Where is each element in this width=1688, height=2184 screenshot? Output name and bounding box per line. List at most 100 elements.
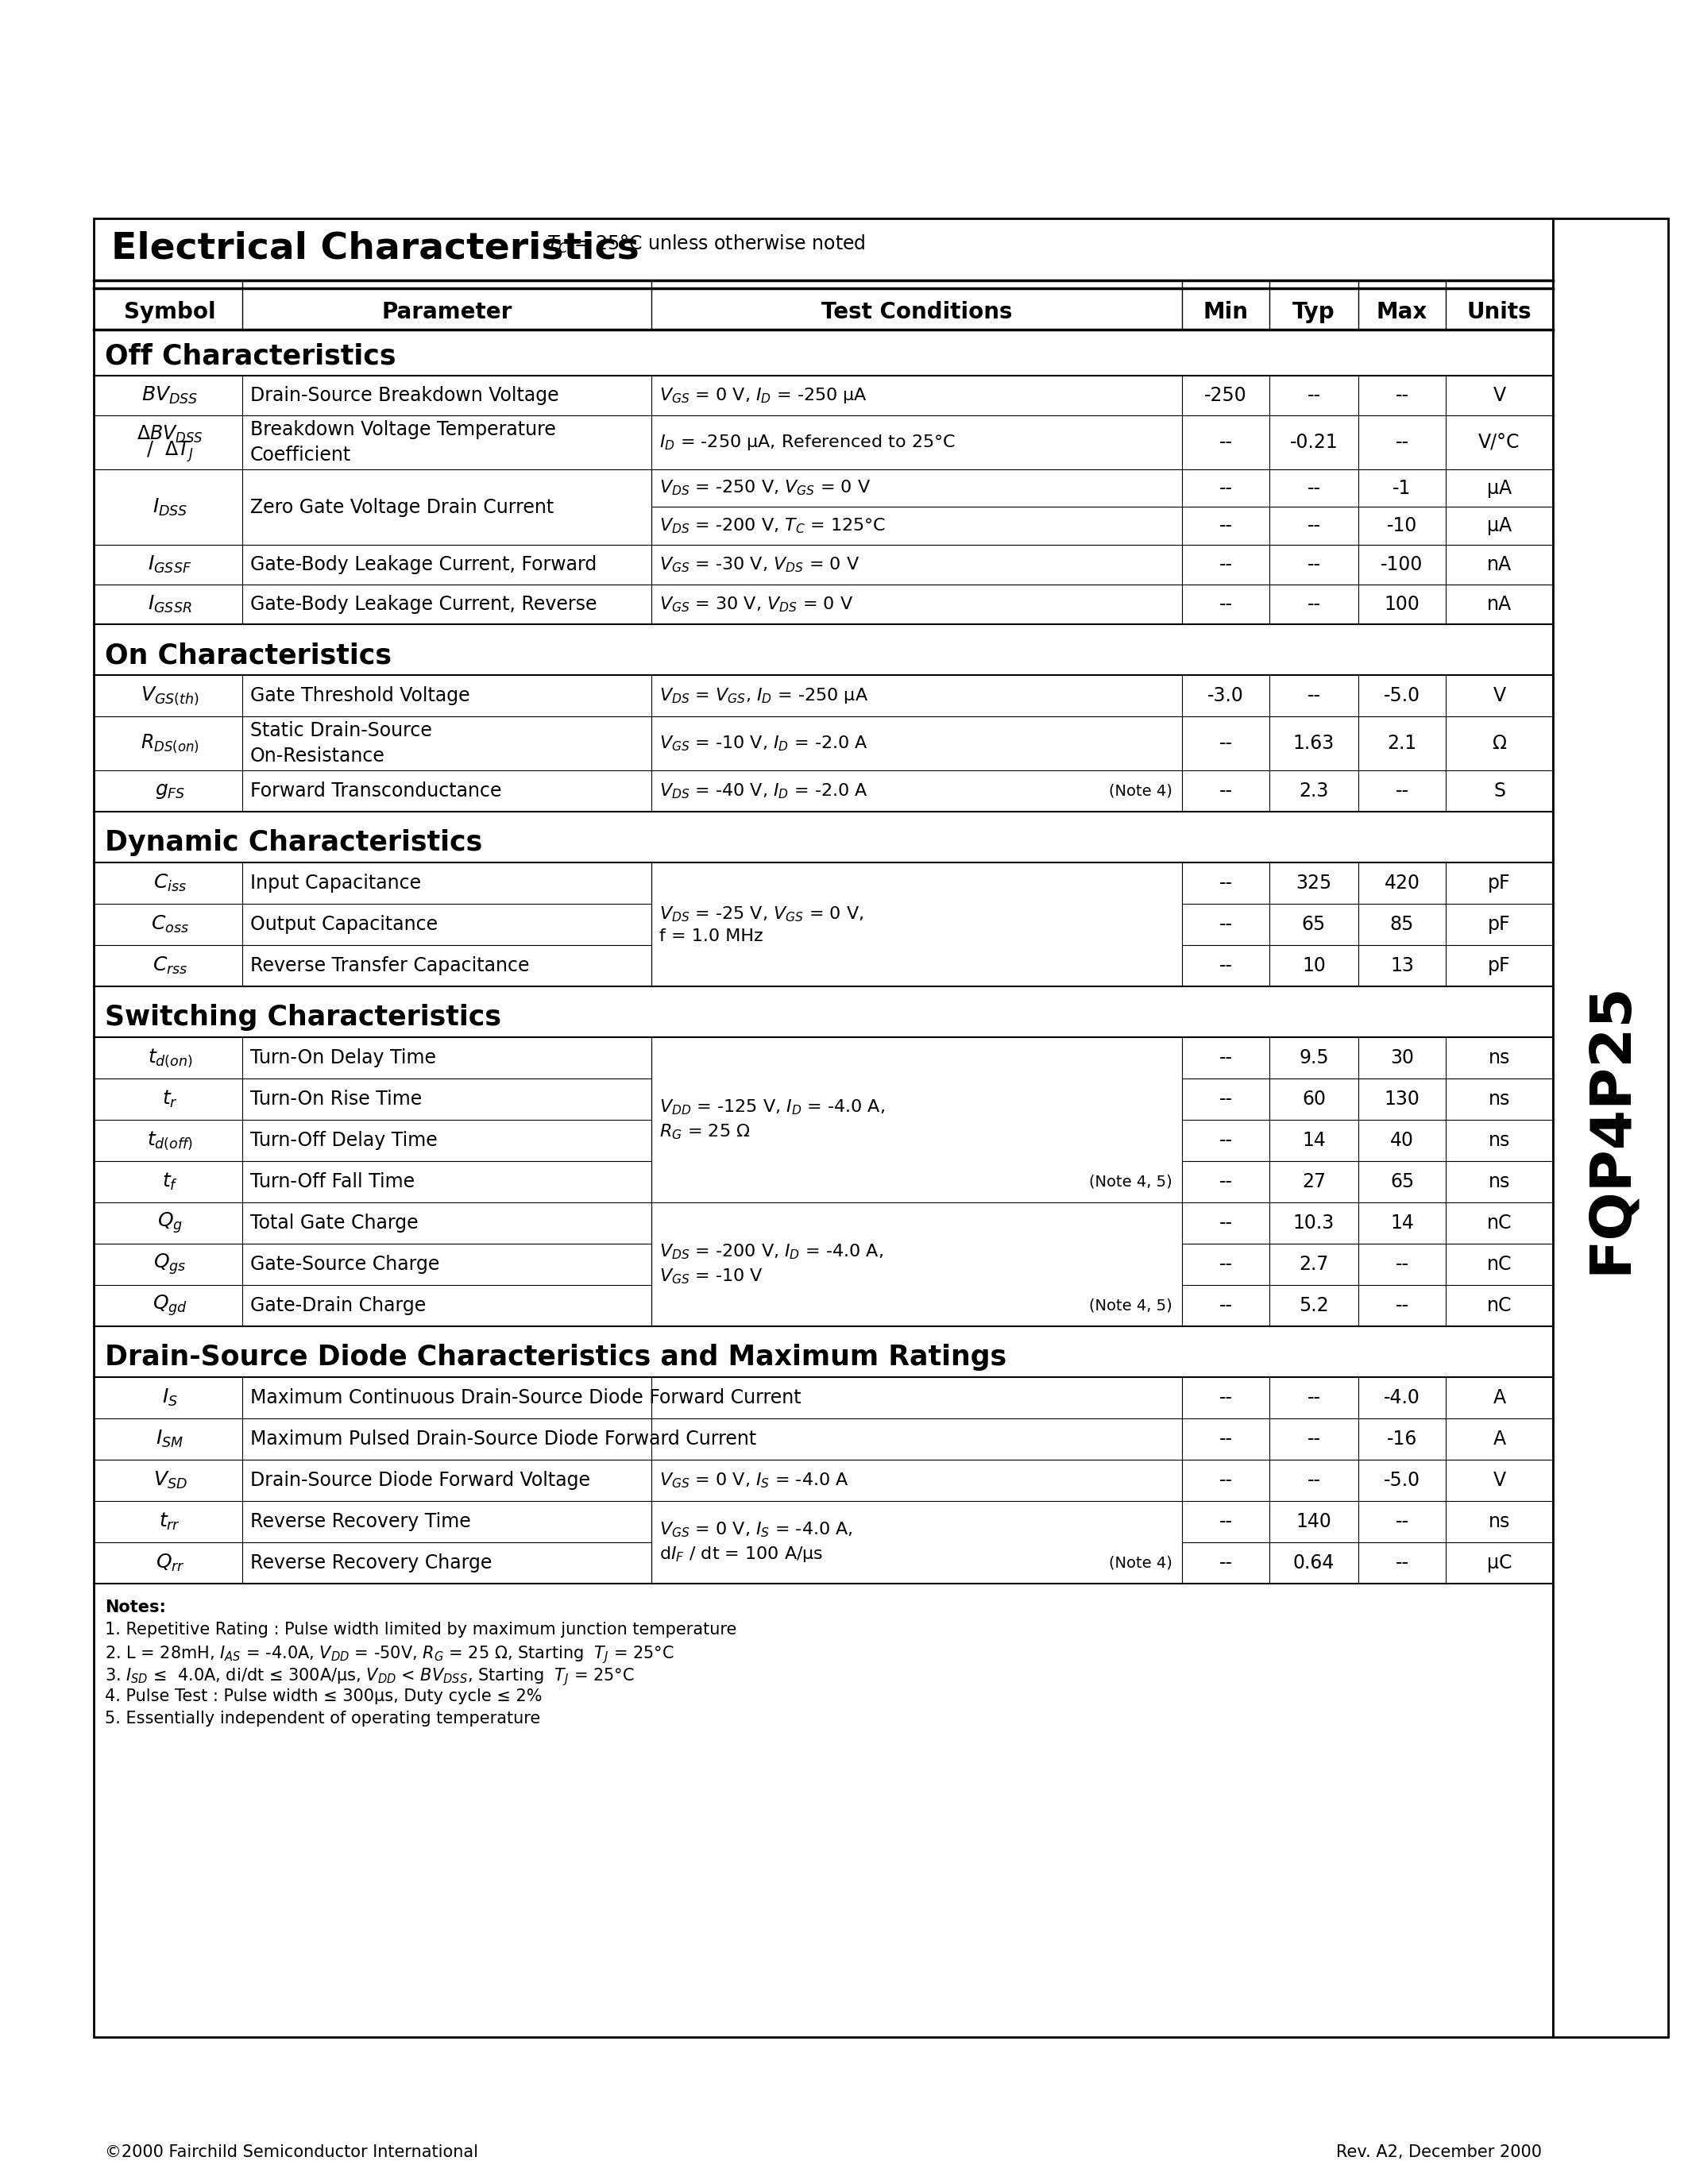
Text: $I_D$ = -250 μA, Referenced to 25°C: $I_D$ = -250 μA, Referenced to 25°C [660,432,955,452]
Text: Input Capacitance: Input Capacitance [250,874,420,893]
Text: -0.21: -0.21 [1290,432,1339,452]
Text: nA: nA [1487,555,1512,574]
Text: $V_{GS}$ = 0 V, $I_D$ = -250 μA: $V_{GS}$ = 0 V, $I_D$ = -250 μA [660,387,868,404]
Text: $\mathit{I_{GSSF}}$: $\mathit{I_{GSSF}}$ [149,555,192,574]
Text: -10: -10 [1388,515,1418,535]
Text: $\mathit{Q_{gs}}$: $\mathit{Q_{gs}}$ [154,1251,186,1275]
Text: 1.63: 1.63 [1293,734,1335,753]
Text: $\mathit{I_{DSS}}$: $\mathit{I_{DSS}}$ [152,496,187,518]
Text: -4.0: -4.0 [1384,1389,1420,1406]
Text: Parameter: Parameter [381,301,511,323]
Text: Symbol: Symbol [125,301,216,323]
Text: pF: pF [1489,915,1511,935]
Text: --: -- [1219,515,1232,535]
Text: Gate-Body Leakage Current, Forward: Gate-Body Leakage Current, Forward [250,555,598,574]
Text: 325: 325 [1296,874,1332,893]
Text: $V_{GS}$ = 0 V, $I_S$ = -4.0 A,
d$I_F$ / dt = 100 A/μs: $V_{GS}$ = 0 V, $I_S$ = -4.0 A, d$I_F$ /… [660,1520,852,1564]
Text: 2.7: 2.7 [1300,1256,1328,1273]
Text: $\mathit{t_{rr}}$: $\mathit{t_{rr}}$ [159,1511,181,1531]
Text: V: V [1492,686,1506,705]
Text: --: -- [1219,734,1232,753]
Text: Breakdown Voltage Temperature
Coefficient: Breakdown Voltage Temperature Coefficien… [250,419,555,465]
Text: μA: μA [1487,515,1512,535]
Text: --: -- [1396,1553,1409,1572]
Text: 2.1: 2.1 [1388,734,1416,753]
Text: Total Gate Charge: Total Gate Charge [250,1214,419,1232]
Text: FQP4P25: FQP4P25 [1583,983,1637,1273]
Text: Drain-Source Breakdown Voltage: Drain-Source Breakdown Voltage [250,387,559,404]
Text: (Note 4, 5): (Note 4, 5) [1089,1175,1173,1190]
Text: 65: 65 [1301,915,1325,935]
Text: Turn-On Delay Time: Turn-On Delay Time [250,1048,436,1068]
Text: V/°C: V/°C [1479,432,1521,452]
Text: nC: nC [1487,1214,1512,1232]
Text: Reverse Recovery Charge: Reverse Recovery Charge [250,1553,491,1572]
Text: 4. Pulse Test : Pulse width ≤ 300μs, Duty cycle ≤ 2%: 4. Pulse Test : Pulse width ≤ 300μs, Dut… [105,1688,542,1704]
Text: Maximum Continuous Drain-Source Diode Forward Current: Maximum Continuous Drain-Source Diode Fo… [250,1389,802,1406]
Text: --: -- [1396,1511,1409,1531]
Text: --: -- [1219,1214,1232,1232]
Text: $V_{DS}$ = -25 V, $V_{GS}$ = 0 V,
f = 1.0 MHz: $V_{DS}$ = -25 V, $V_{GS}$ = 0 V, f = 1.… [660,904,864,943]
Text: ©2000 Fairchild Semiconductor International: ©2000 Fairchild Semiconductor Internatio… [105,2145,478,2160]
Text: -3.0: -3.0 [1207,686,1244,705]
Text: Turn-On Rise Time: Turn-On Rise Time [250,1090,422,1109]
Text: Gate-Source Charge: Gate-Source Charge [250,1256,439,1273]
Text: pF: pF [1489,874,1511,893]
Text: --: -- [1396,432,1409,452]
Text: -16: -16 [1388,1431,1418,1448]
Text: --: -- [1219,1256,1232,1273]
Text: --: -- [1307,387,1320,404]
Text: On Characteristics: On Characteristics [105,642,392,668]
Text: 0.64: 0.64 [1293,1553,1335,1572]
Text: Drain-Source Diode Characteristics and Maximum Ratings: Drain-Source Diode Characteristics and M… [105,1343,1006,1372]
Text: $\mathit{Q_g}$: $\mathit{Q_g}$ [157,1210,182,1236]
Text: A: A [1492,1389,1506,1406]
Text: $V_{DS}$ = -200 V, $I_D$ = -4.0 A,
$V_{GS}$ = -10 V: $V_{DS}$ = -200 V, $I_D$ = -4.0 A, $V_{G… [660,1243,883,1286]
Text: 30: 30 [1391,1048,1415,1068]
Text: $\mathit{V_{SD}}$: $\mathit{V_{SD}}$ [154,1470,187,1492]
Text: 5. Essentially independent of operating temperature: 5. Essentially independent of operating … [105,1710,540,1728]
Text: $\mathit{R_{DS(on)}}$: $\mathit{R_{DS(on)}}$ [140,732,199,753]
Text: --: -- [1219,1090,1232,1109]
Text: 40: 40 [1391,1131,1415,1151]
Text: Units: Units [1467,301,1531,323]
Text: Typ: Typ [1293,301,1335,323]
Text: Switching Characteristics: Switching Characteristics [105,1005,501,1031]
Text: --: -- [1307,1389,1320,1406]
Text: $\mathit{C_{oss}}$: $\mathit{C_{oss}}$ [150,915,189,935]
Text: --: -- [1219,1470,1232,1489]
Text: 60: 60 [1301,1090,1325,1109]
Text: $V_{GS}$ = -30 V, $V_{DS}$ = 0 V: $V_{GS}$ = -30 V, $V_{DS}$ = 0 V [660,555,859,574]
Text: 85: 85 [1389,915,1415,935]
Text: Maximum Pulsed Drain-Source Diode Forward Current: Maximum Pulsed Drain-Source Diode Forwar… [250,1431,756,1448]
Text: $/\ \ \Delta T_J$: $/\ \ \Delta T_J$ [147,439,194,463]
Text: --: -- [1219,555,1232,574]
Text: ns: ns [1489,1173,1511,1190]
Text: $\mathit{V_{GS(th)}}$: $\mathit{V_{GS(th)}}$ [140,686,199,708]
Text: nC: nC [1487,1295,1512,1315]
Text: $V_{DS}$ = -200 V, $T_C$ = 125°C: $V_{DS}$ = -200 V, $T_C$ = 125°C [660,515,886,535]
Text: --: -- [1307,478,1320,498]
Text: $V_{DS}$ = $V_{GS}$, $I_D$ = -250 μA: $V_{DS}$ = $V_{GS}$, $I_D$ = -250 μA [660,686,868,705]
Text: S: S [1494,782,1506,802]
Text: Gate-Body Leakage Current, Reverse: Gate-Body Leakage Current, Reverse [250,594,598,614]
Text: Max: Max [1376,301,1428,323]
Text: Off Characteristics: Off Characteristics [105,343,397,369]
Text: --: -- [1396,387,1409,404]
Text: -5.0: -5.0 [1384,686,1420,705]
Text: 65: 65 [1389,1173,1415,1190]
Text: nC: nC [1487,1256,1512,1273]
Text: $V_{GS}$ = 30 V, $V_{DS}$ = 0 V: $V_{GS}$ = 30 V, $V_{DS}$ = 0 V [660,594,852,614]
Text: 420: 420 [1384,874,1420,893]
Text: --: -- [1307,686,1320,705]
Text: Drain-Source Diode Forward Voltage: Drain-Source Diode Forward Voltage [250,1470,591,1489]
Text: 5.2: 5.2 [1300,1295,1328,1315]
Text: $\mathit{\Delta BV_{DSS}}$: $\mathit{\Delta BV_{DSS}}$ [137,424,203,446]
Text: $\mathit{C_{rss}}$: $\mathit{C_{rss}}$ [152,954,187,976]
Text: pF: pF [1489,957,1511,976]
Text: -100: -100 [1381,555,1423,574]
Text: Output Capacitance: Output Capacitance [250,915,437,935]
Text: --: -- [1219,957,1232,976]
Text: 100: 100 [1384,594,1420,614]
Text: $\mathit{BV_{DSS}}$: $\mathit{BV_{DSS}}$ [142,384,199,406]
